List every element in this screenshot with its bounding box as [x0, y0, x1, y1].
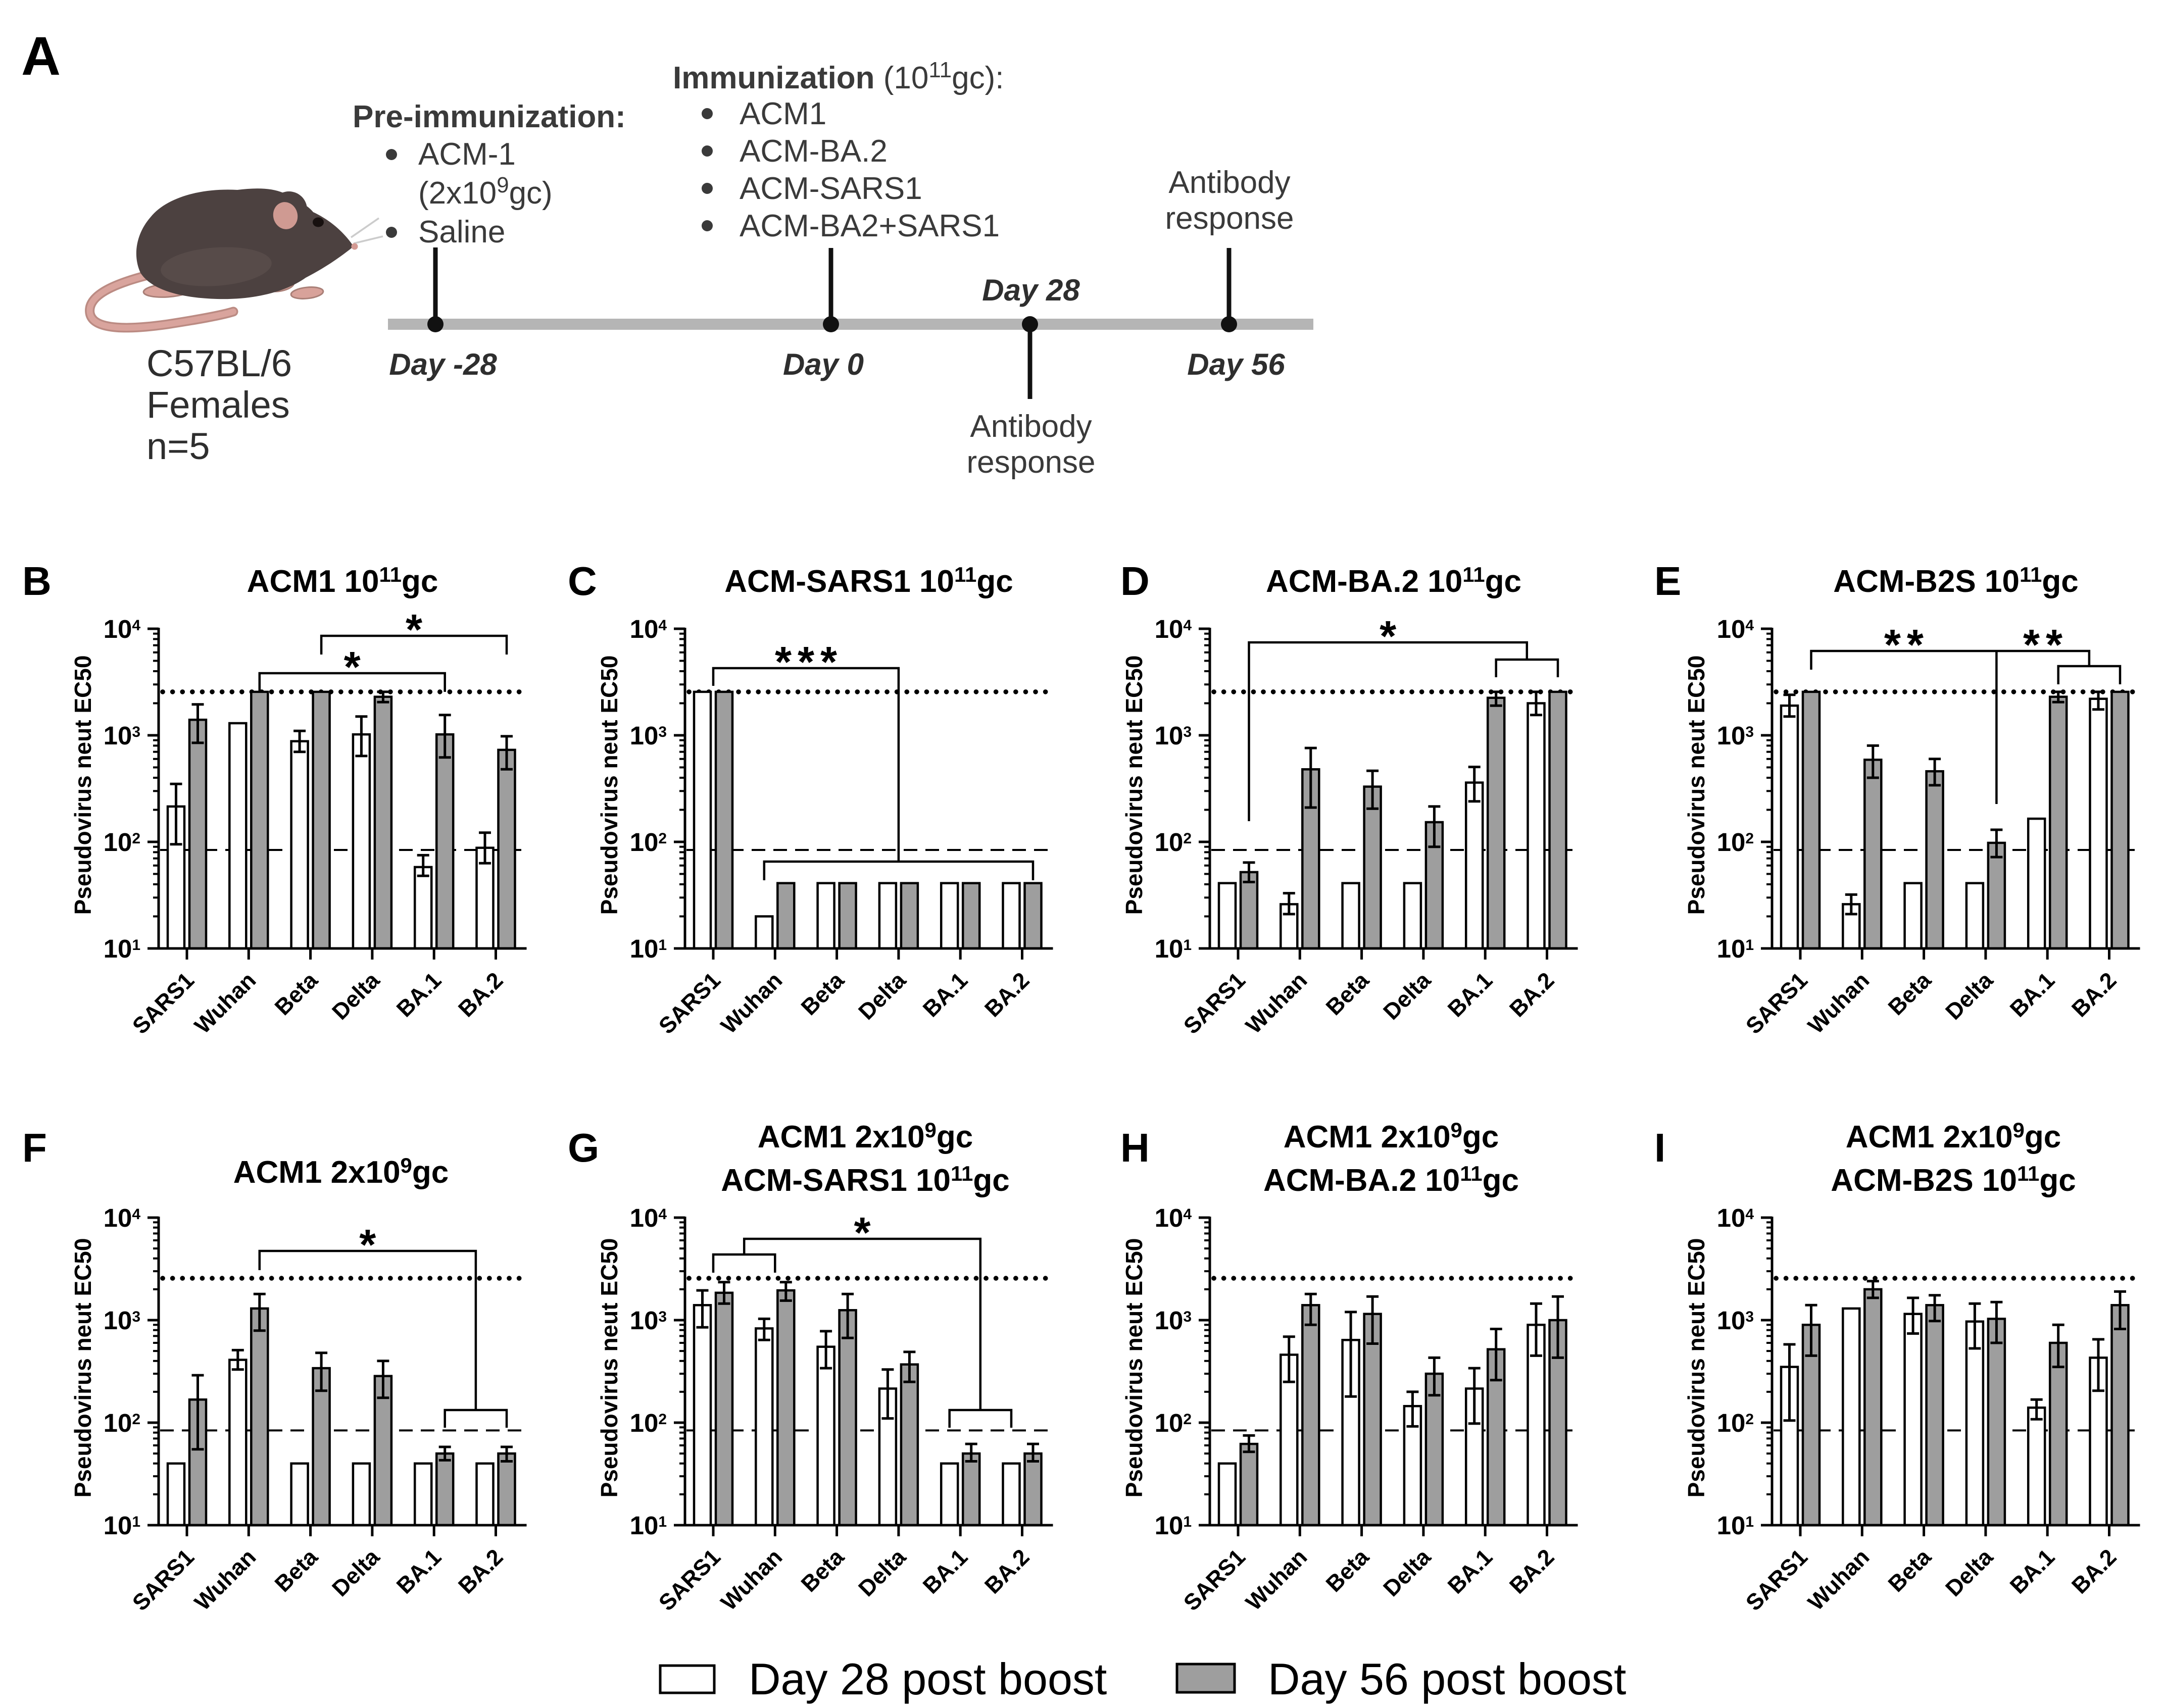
svg-text:Day -28: Day -28	[389, 347, 497, 381]
svg-text:A: A	[21, 25, 61, 86]
svg-text:Pseudovirus neut EC50: Pseudovirus neut EC50	[596, 1238, 622, 1498]
svg-text:102: 102	[104, 1409, 140, 1437]
svg-text:*: *	[359, 1221, 376, 1269]
svg-text:*: *	[1884, 621, 1901, 669]
svg-text:101: 101	[1717, 1511, 1754, 1540]
svg-text:Saline: Saline	[418, 215, 505, 249]
svg-text:D: D	[1120, 559, 1150, 604]
svg-text:G: G	[568, 1125, 599, 1170]
svg-text:ACM-B2S 1011gc: ACM-B2S 1011gc	[1833, 563, 2078, 599]
svg-text:Day 56 post boost: Day 56 post boost	[1268, 1654, 1626, 1704]
svg-text:Antibody: Antibody	[970, 409, 1092, 444]
svg-text:*: *	[775, 638, 792, 686]
svg-text:ACM1 2x109gc: ACM1 2x109gc	[1284, 1118, 1499, 1154]
svg-text:ACM-SARS1 1011gc: ACM-SARS1 1011gc	[724, 563, 1013, 599]
svg-text:(2x109gc): (2x109gc)	[418, 173, 553, 211]
svg-text:F: F	[22, 1125, 47, 1170]
svg-text:*: *	[1380, 613, 1396, 661]
svg-text:Pre-immunization:: Pre-immunization:	[353, 99, 626, 134]
svg-text:Pseudovirus neut EC50: Pseudovirus neut EC50	[1683, 1238, 1709, 1498]
svg-text:C: C	[568, 559, 597, 604]
svg-text:ACM-1: ACM-1	[418, 137, 516, 172]
svg-text:C57BL/6: C57BL/6	[146, 342, 292, 384]
svg-text:ACM-BA.2 1011gc: ACM-BA.2 1011gc	[1263, 1162, 1519, 1198]
svg-text:I: I	[1654, 1125, 1665, 1170]
svg-text:ACM1 1011gc: ACM1 1011gc	[247, 563, 438, 599]
svg-text:ACM-BA.2: ACM-BA.2	[740, 134, 888, 169]
svg-text:Pseudovirus neut EC50: Pseudovirus neut EC50	[1683, 656, 1709, 915]
svg-text:response: response	[966, 445, 1095, 480]
svg-text:Immunization (1011gc):: Immunization (1011gc):	[673, 58, 1004, 95]
svg-text:n=5: n=5	[146, 425, 210, 467]
svg-text:ACM-SARS1: ACM-SARS1	[740, 171, 922, 206]
svg-text:*: *	[2023, 621, 2040, 669]
svg-text:Day 0: Day 0	[783, 347, 864, 381]
svg-text:Pseudovirus neut EC50: Pseudovirus neut EC50	[1121, 656, 1147, 915]
svg-text:H: H	[1120, 1125, 1150, 1170]
svg-text:Antibody: Antibody	[1168, 165, 1290, 200]
svg-text:Pseudovirus neut EC50: Pseudovirus neut EC50	[70, 656, 96, 915]
svg-text:ACM-B2S 1011gc: ACM-B2S 1011gc	[1831, 1162, 2076, 1198]
svg-text:Day 28: Day 28	[982, 273, 1080, 307]
svg-text:*: *	[2046, 621, 2062, 669]
svg-text:*: *	[1907, 621, 1924, 669]
svg-text:ACM1 2x109gc: ACM1 2x109gc	[758, 1118, 973, 1154]
svg-text:*: *	[854, 1209, 870, 1257]
svg-text:103: 103	[1717, 1306, 1754, 1335]
svg-text:*: *	[344, 643, 361, 691]
svg-text:B: B	[22, 559, 52, 604]
svg-text:*: *	[406, 606, 422, 654]
svg-text:*: *	[798, 638, 814, 686]
svg-text:ACM1 2x109gc: ACM1 2x109gc	[1846, 1118, 2061, 1154]
svg-text:Day 56: Day 56	[1187, 347, 1285, 381]
svg-text:*: *	[820, 638, 837, 686]
svg-text:Day 28 post boost: Day 28 post boost	[749, 1654, 1107, 1704]
svg-text:response: response	[1165, 201, 1294, 236]
svg-text:Pseudovirus neut EC50: Pseudovirus neut EC50	[1121, 1238, 1147, 1498]
svg-text:ACM-BA2+SARS1: ACM-BA2+SARS1	[740, 209, 1000, 243]
svg-text:Pseudovirus neut EC50: Pseudovirus neut EC50	[596, 656, 622, 915]
svg-text:E: E	[1654, 559, 1681, 604]
svg-text:ACM1 2x109gc: ACM1 2x109gc	[233, 1153, 449, 1190]
svg-text:Females: Females	[146, 384, 290, 426]
svg-text:ACM1: ACM1	[740, 96, 826, 131]
svg-text:Pseudovirus neut EC50: Pseudovirus neut EC50	[70, 1238, 96, 1498]
